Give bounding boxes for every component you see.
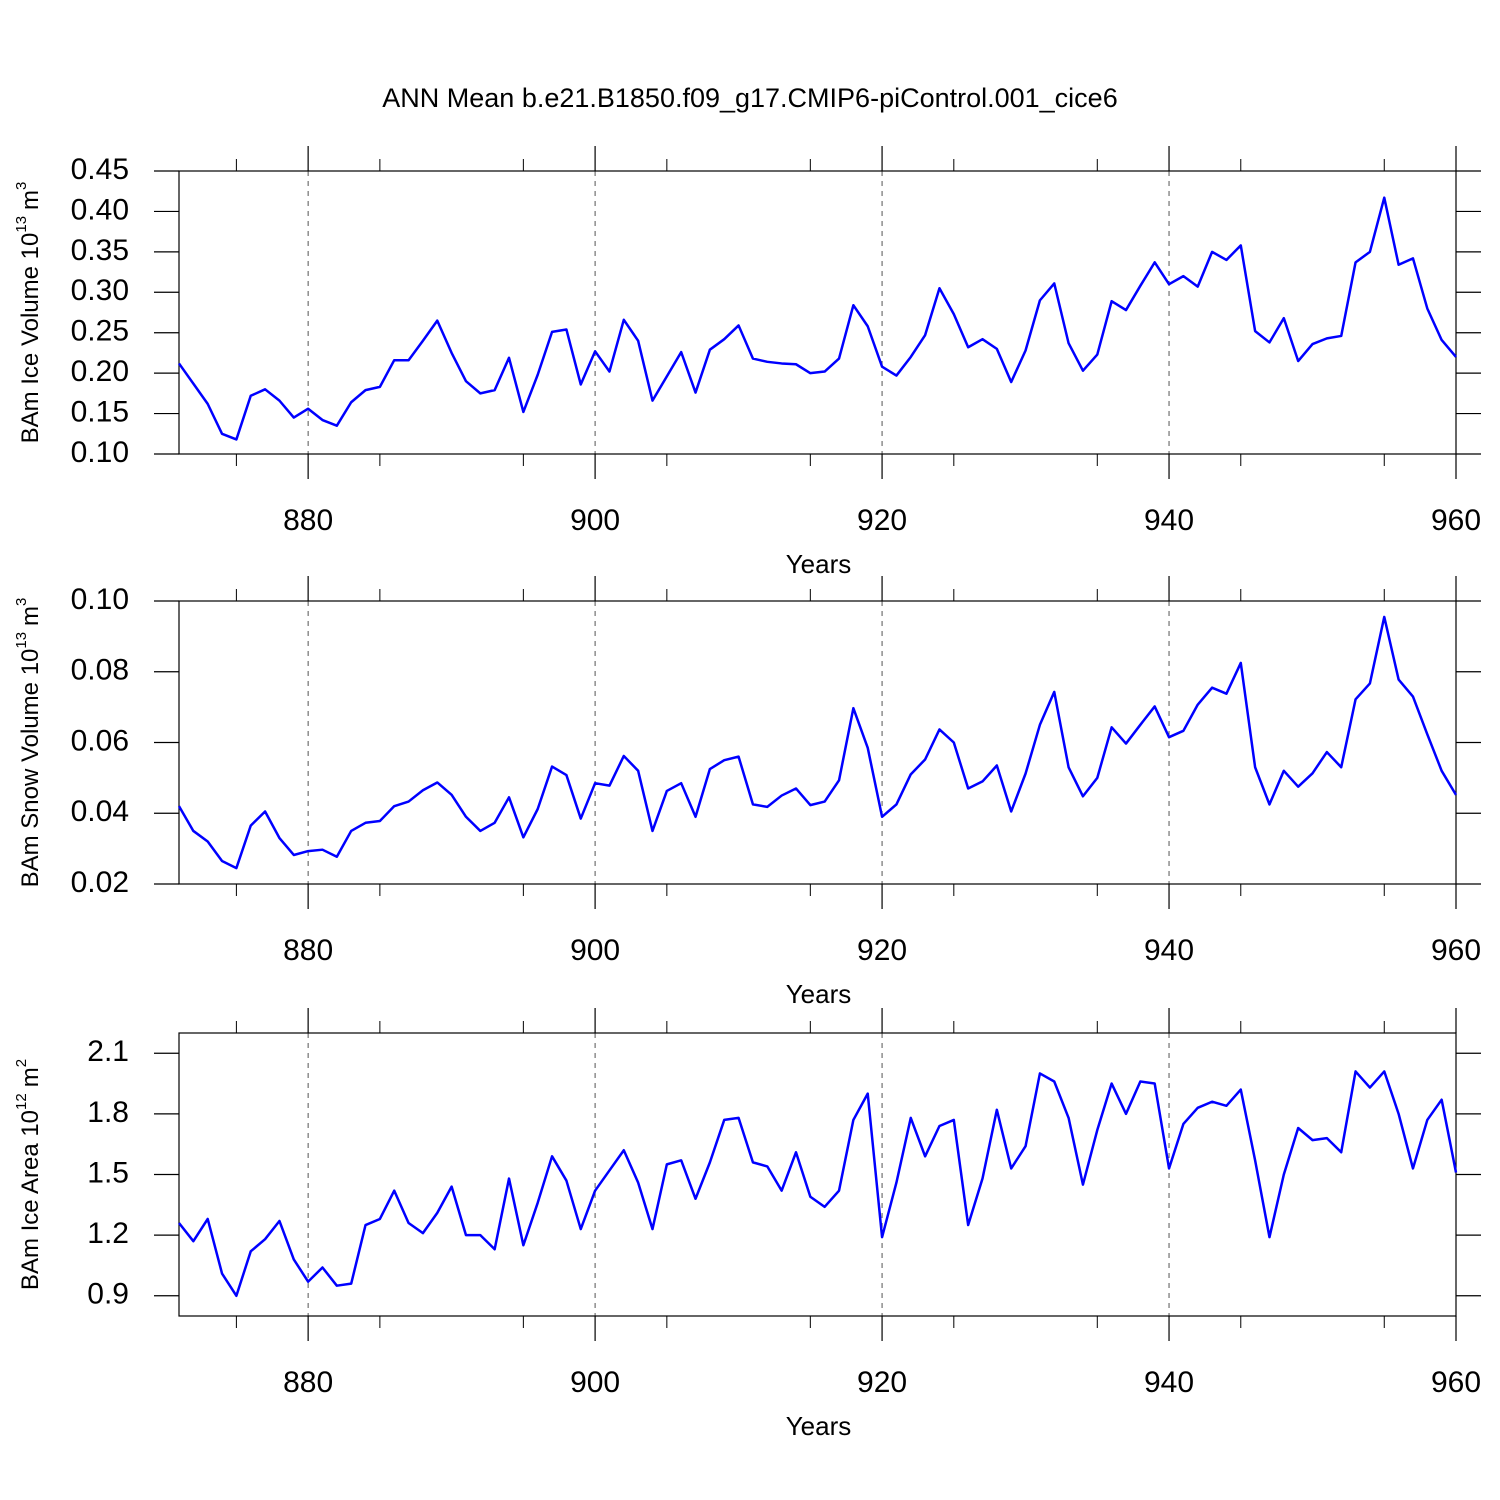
y-tick-label: 0.06 [71,724,129,757]
y-tick-label: 0.08 [71,654,129,687]
x-tick-label: 880 [283,1366,333,1399]
y-axis-label: BAm Ice Volume 1013 m3 [13,182,44,444]
y-label-unit-power: 2 [13,1059,30,1067]
x-axis-label: Years [786,1411,852,1441]
y-axis-label: BAm Ice Area 1012 m2 [13,1059,44,1290]
y-tick-label: 1.2 [87,1217,129,1250]
x-axis-label: Years [786,979,852,1009]
plot-frame [178,1032,1457,1317]
x-tick-label: 940 [1144,934,1194,967]
x-tick-label: 960 [1431,504,1481,537]
y-label-unit: m [17,606,44,626]
y-tick-label: 0.30 [71,274,129,307]
x-tick-label: 900 [570,504,620,537]
x-tick-label: 920 [857,1366,907,1399]
x-tick-label: 920 [857,934,907,967]
plot-frame [178,170,1457,455]
y-tick-label: 0.25 [71,315,129,348]
x-tick-label: 900 [570,1366,620,1399]
y-tick-label: 0.20 [71,355,129,388]
y-tick-label: 0.04 [71,795,129,828]
y-tick-label: 0.10 [71,583,129,616]
y-tick-label: 0.15 [71,395,129,428]
x-tick-label: 960 [1431,1366,1481,1399]
y-label-text: BAm Snow Volume 10 [17,649,44,888]
x-axis-label: Years [786,549,852,579]
y-tick-label: 0.40 [71,193,129,226]
y-tick-label: 1.5 [87,1156,129,1189]
data-line [177,196,1457,441]
y-tick-label: 0.45 [71,153,129,186]
x-tick-label: 920 [857,504,907,537]
panel: 880 900 920 940 960 0.10 0.15 0.20 0.25 0.30 0.35 0… [13,146,1481,579]
x-tick-label: 900 [570,934,620,967]
y-label-text: BAm Ice Volume 10 [17,233,44,444]
figure-title: ANN Mean b.e21.B1850.f09_g17.CMIP6-piCon… [382,83,1117,113]
x-tick-label: 880 [283,504,333,537]
y-tick-label: 2.1 [87,1035,129,1068]
y-label-unit-power: 3 [13,598,30,606]
y-tick-label: 0.02 [71,866,129,899]
x-tick-label: 940 [1144,504,1194,537]
y-tick-label: 0.10 [71,436,129,469]
x-tick-label: 880 [283,934,333,967]
y-tick-label: 1.8 [87,1096,129,1129]
x-tick-label: 960 [1431,934,1481,967]
panel: 880 900 920 940 960 0.02 0.04 0.06 0.08 0.10 Years… [13,576,1481,1009]
y-label-unit: m [17,1067,44,1087]
panel: 880 900 920 940 960 0.9 1.2 1.5 1.8 2.1 Years BAm I… [13,1008,1481,1441]
y-label-text: BAm Ice Area 10 [17,1110,44,1290]
y-label-unit-power: 3 [13,182,30,190]
data-line [177,615,1458,870]
y-tick-label: 0.35 [71,234,129,267]
y-label-power: 13 [13,632,30,649]
y-tick-label: 0.9 [87,1278,129,1311]
data-line [178,1070,1458,1298]
plot-frame [178,600,1457,885]
x-tick-label: 940 [1144,1366,1194,1399]
y-axis-label: BAm Snow Volume 1013 m3 [13,598,44,888]
y-label-unit: m [17,190,44,210]
y-label-power: 12 [13,1093,30,1110]
y-label-power: 13 [13,216,30,233]
